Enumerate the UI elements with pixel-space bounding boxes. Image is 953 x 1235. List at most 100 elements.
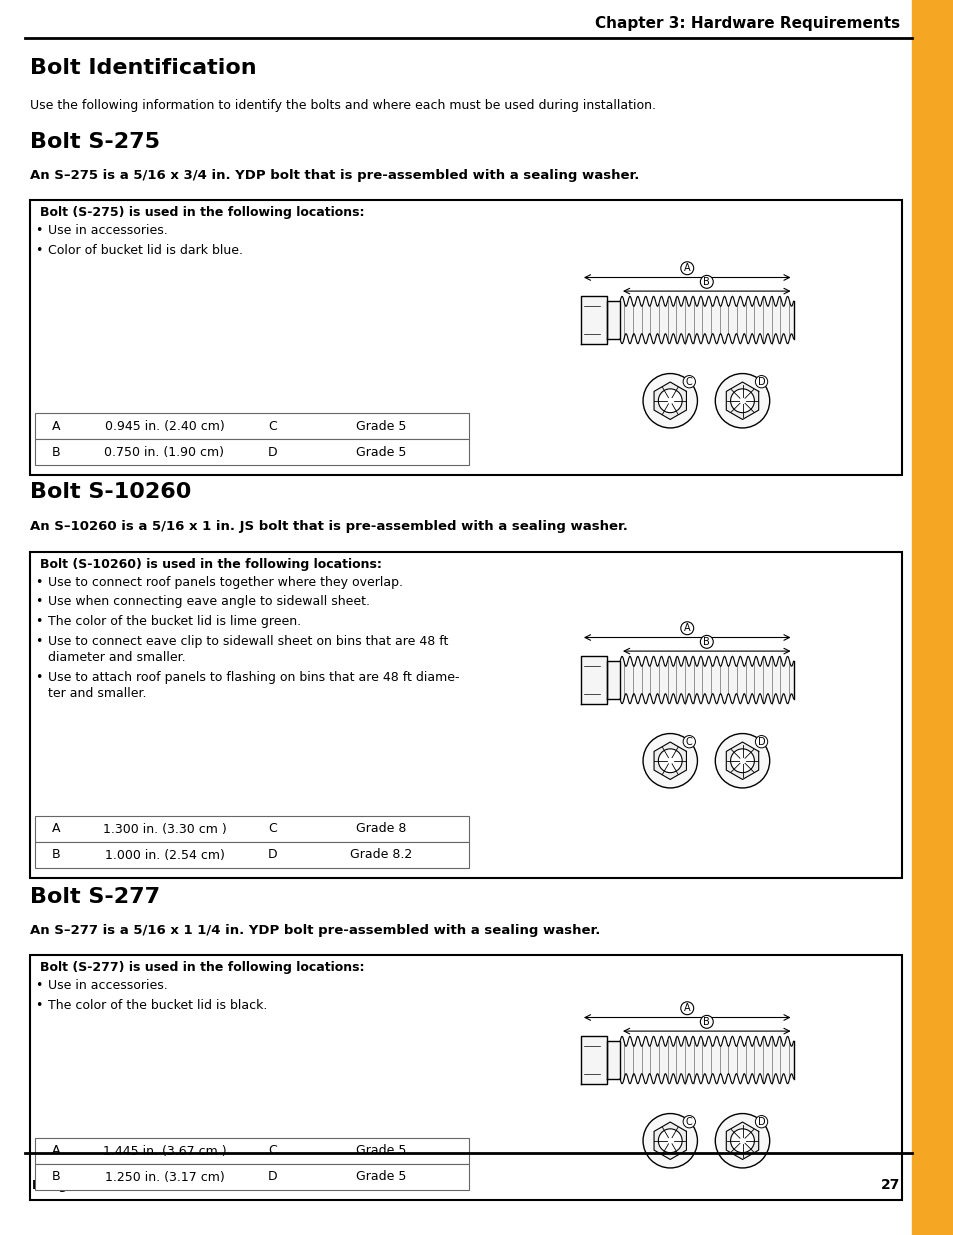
Text: 1.300 in. (3.30 cm ): 1.300 in. (3.30 cm ) [103,823,226,836]
Text: B: B [702,637,709,647]
Text: A: A [683,624,690,634]
Text: Chapter 3: Hardware Requirements: Chapter 3: Hardware Requirements [595,16,899,31]
Circle shape [730,389,754,412]
Text: C: C [685,737,692,747]
Text: Use in accessories.: Use in accessories. [48,979,168,992]
Circle shape [658,389,681,412]
Text: B: B [51,1171,60,1183]
Circle shape [642,1114,697,1168]
Text: •: • [35,635,43,647]
Text: 0.945 in. (2.40 cm): 0.945 in. (2.40 cm) [105,420,224,432]
Text: B: B [702,277,709,287]
Bar [911,0,953,1235]
Polygon shape [725,1123,758,1160]
Text: Use to attach roof panels to flashing on bins that are 48 ft diame-: Use to attach roof panels to flashing on… [48,671,459,684]
Text: Pneg-4075 75 Ft Diameter 40-Series Bin: Pneg-4075 75 Ft Diameter 40-Series Bin [32,1178,314,1192]
Text: 27: 27 [880,1178,899,1192]
Circle shape [730,1129,754,1152]
Text: D: D [757,377,764,387]
Circle shape [715,734,769,788]
Circle shape [715,373,769,429]
Text: C: C [685,1116,692,1126]
Text: B: B [51,446,60,458]
Polygon shape [580,656,606,704]
Text: C: C [269,1145,277,1157]
Text: Grade 8: Grade 8 [355,823,406,836]
Text: Grade 5: Grade 5 [355,420,406,432]
Text: Grade 5: Grade 5 [355,1171,406,1183]
Text: C: C [269,823,277,836]
Text: The color of the bucket lid is black.: The color of the bucket lid is black. [48,999,267,1011]
Bar [30,200,901,475]
Bar [30,552,901,878]
Text: Bolt (S-10260) is used in the following locations:: Bolt (S-10260) is used in the following … [40,558,381,571]
Text: Bolt Identification: Bolt Identification [30,58,256,78]
Text: D: D [268,1171,277,1183]
Text: •: • [35,979,43,992]
Polygon shape [606,661,619,699]
Text: B: B [51,848,60,862]
Text: •: • [35,224,43,237]
Text: D: D [268,848,277,862]
Text: 1.445 in. (3.67 cm ): 1.445 in. (3.67 cm ) [103,1145,226,1157]
Text: 0.750 in. (1.90 cm): 0.750 in. (1.90 cm) [105,446,224,458]
Bar [35,1165,469,1191]
Text: •: • [35,615,43,629]
Text: Bolt S-275: Bolt S-275 [30,132,160,152]
Text: Bolt (S-277) is used in the following locations:: Bolt (S-277) is used in the following lo… [40,961,364,974]
Polygon shape [654,382,686,420]
Text: D: D [757,1116,764,1126]
Text: •: • [35,576,43,589]
Bar [30,955,901,1200]
Text: Bolt S-277: Bolt S-277 [30,887,160,906]
Polygon shape [725,382,758,420]
Polygon shape [580,296,606,343]
Text: Use when connecting eave angle to sidewall sheet.: Use when connecting eave angle to sidewa… [48,595,370,609]
Bar [35,1137,469,1165]
Text: C: C [269,420,277,432]
Text: Bolt (S-275) is used in the following locations:: Bolt (S-275) is used in the following lo… [40,206,364,219]
Text: •: • [35,999,43,1011]
Bar [35,438,469,466]
Text: Grade 8.2: Grade 8.2 [350,848,413,862]
Text: C: C [685,377,692,387]
Text: Grade 5: Grade 5 [355,446,406,458]
Circle shape [715,1114,769,1168]
Text: diameter and smaller.: diameter and smaller. [48,651,186,664]
Text: 1.250 in. (3.17 cm): 1.250 in. (3.17 cm) [105,1171,224,1183]
Circle shape [658,1129,681,1152]
Text: •: • [35,243,43,257]
Text: D: D [268,446,277,458]
Text: Grade 5: Grade 5 [355,1145,406,1157]
Circle shape [658,748,681,773]
Text: •: • [35,671,43,684]
Bar [35,412,469,438]
Polygon shape [580,1036,606,1084]
Text: A: A [51,1145,60,1157]
Polygon shape [654,742,686,779]
Polygon shape [725,742,758,779]
Text: Color of bucket lid is dark blue.: Color of bucket lid is dark blue. [48,243,243,257]
Text: D: D [757,737,764,747]
Text: A: A [51,420,60,432]
Text: •: • [35,595,43,609]
Circle shape [642,373,697,429]
Text: ter and smaller.: ter and smaller. [48,687,147,700]
Polygon shape [606,1041,619,1078]
Circle shape [642,734,697,788]
Text: Use to connect roof panels together where they overlap.: Use to connect roof panels together wher… [48,576,402,589]
Polygon shape [654,1123,686,1160]
Text: The color of the bucket lid is lime green.: The color of the bucket lid is lime gree… [48,615,301,629]
Bar [35,842,469,868]
Text: A: A [51,823,60,836]
Text: An S–277 is a 5/16 x 1 1/4 in. YDP bolt pre-assembled with a sealing washer.: An S–277 is a 5/16 x 1 1/4 in. YDP bolt … [30,924,599,937]
Text: A: A [683,1003,690,1013]
Text: Use the following information to identify the bolts and where each must be used : Use the following information to identif… [30,99,656,112]
Text: Use to connect eave clip to sidewall sheet on bins that are 48 ft: Use to connect eave clip to sidewall she… [48,635,448,647]
Text: An S–10260 is a 5/16 x 1 in. JS bolt that is pre-assembled with a sealing washer: An S–10260 is a 5/16 x 1 in. JS bolt tha… [30,520,627,534]
Circle shape [730,748,754,773]
Bar [35,816,469,842]
Text: 1.000 in. (2.54 cm): 1.000 in. (2.54 cm) [105,848,224,862]
Text: A: A [683,263,690,273]
Text: B: B [702,1016,709,1026]
